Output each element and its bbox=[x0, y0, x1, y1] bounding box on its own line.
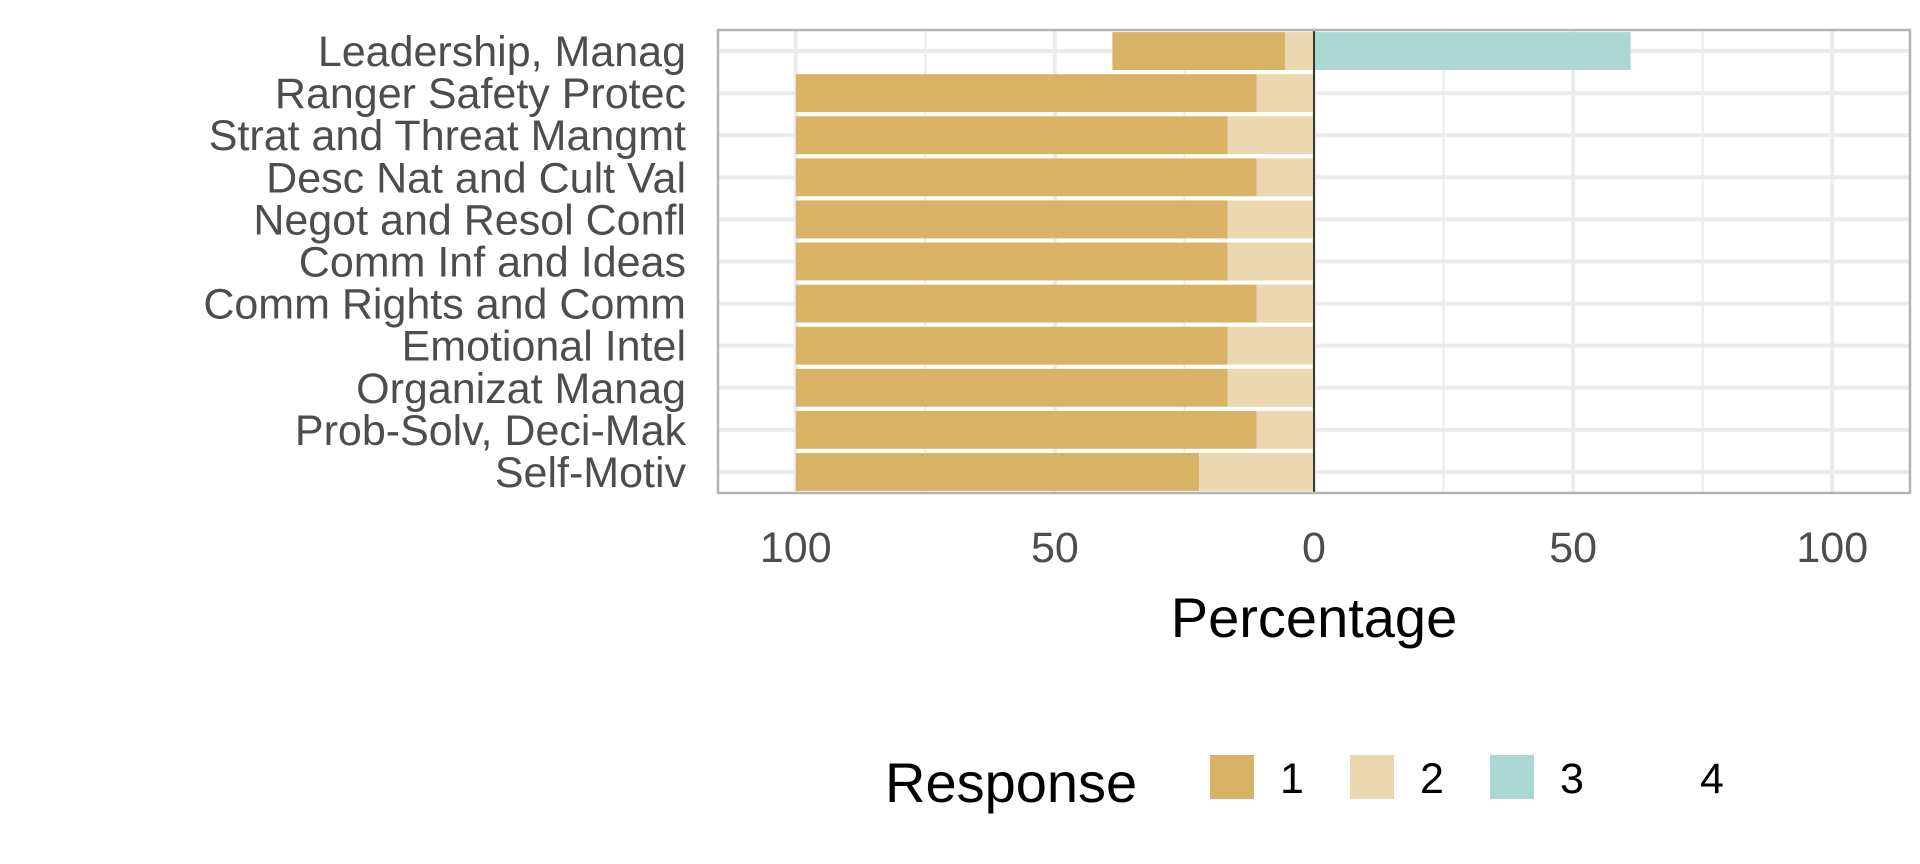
category-label: Organizat Manag bbox=[356, 365, 686, 413]
category-label: Comm Inf and Ideas bbox=[299, 239, 686, 287]
legend-title: Response bbox=[885, 751, 1137, 814]
bar-response-1 bbox=[1112, 32, 1285, 70]
category-label: Emotional Intel bbox=[402, 323, 686, 371]
bar-response-2 bbox=[1227, 116, 1314, 155]
legend-label: 2 bbox=[1420, 755, 1444, 803]
bar-response-2 bbox=[1227, 326, 1314, 365]
x-tick-label: 100 bbox=[760, 524, 832, 572]
bar-response-2 bbox=[1198, 453, 1314, 491]
category-label: Desc Nat and Cult Val bbox=[266, 154, 686, 202]
bar-response-2 bbox=[1256, 284, 1314, 323]
bar-response-1 bbox=[795, 453, 1199, 491]
bar-response-1 bbox=[795, 200, 1228, 239]
bar-response-1 bbox=[795, 326, 1228, 365]
bar-response-2 bbox=[1227, 200, 1314, 239]
category-label: Ranger Safety Protec bbox=[275, 70, 686, 118]
bar-response-1 bbox=[795, 368, 1228, 407]
bar-response-1 bbox=[795, 158, 1257, 197]
category-label: Leadership, Manag bbox=[318, 28, 686, 76]
x-tick-labels: 100 50 0 50 100 bbox=[760, 524, 1868, 572]
panel-border bbox=[716, 28, 1912, 495]
legend: Response 1 2 3 4 bbox=[885, 751, 1724, 814]
bars bbox=[795, 32, 1631, 491]
bar-response-2 bbox=[1256, 410, 1314, 449]
legend-key-1 bbox=[1210, 755, 1254, 799]
bar-response-2 bbox=[1227, 242, 1314, 281]
legend-label: 1 bbox=[1280, 755, 1304, 803]
bar-response-2 bbox=[1284, 32, 1314, 70]
x-tick-label: 0 bbox=[1302, 524, 1326, 572]
legend-key-2 bbox=[1350, 755, 1394, 799]
bar-response-1 bbox=[795, 242, 1228, 281]
category-label: Comm Rights and Comm bbox=[203, 281, 686, 329]
bar-response-2 bbox=[1256, 74, 1314, 113]
bar-response-1 bbox=[795, 74, 1257, 113]
legend-label: 4 bbox=[1700, 755, 1724, 803]
x-axis-title: Percentage bbox=[1171, 586, 1457, 649]
x-tick-label: 50 bbox=[1549, 524, 1597, 572]
x-tick-label: 100 bbox=[1796, 524, 1868, 572]
category-label: Negot and Resol Confl bbox=[253, 196, 686, 244]
bar-response-1 bbox=[795, 410, 1257, 449]
bar-response-1 bbox=[795, 116, 1228, 155]
legend-items: 1 2 3 4 bbox=[1210, 755, 1724, 803]
legend-label: 3 bbox=[1560, 755, 1584, 803]
bar-response-2 bbox=[1256, 158, 1314, 197]
x-tick-label: 50 bbox=[1031, 524, 1079, 572]
legend-key-3 bbox=[1490, 755, 1534, 799]
category-label: Self-Motiv bbox=[495, 449, 687, 497]
category-label: Prob-Solv, Deci-Mak bbox=[295, 407, 687, 455]
bar-response-2 bbox=[1227, 368, 1314, 407]
bar-response-1 bbox=[795, 284, 1257, 323]
category-label: Strat and Threat Mangmt bbox=[209, 112, 686, 160]
bar-response-3 bbox=[1314, 32, 1631, 70]
